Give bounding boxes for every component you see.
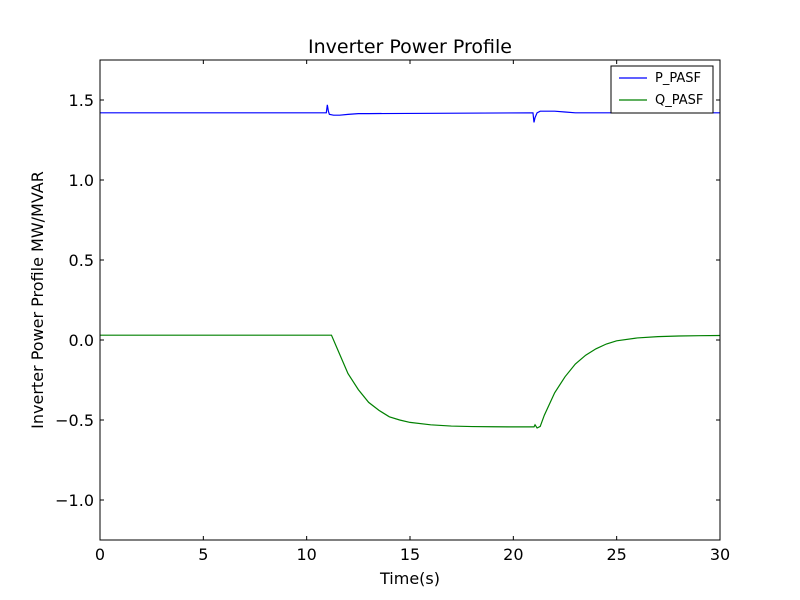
x-tick-label: 25 [606, 545, 626, 564]
y-tick-label: 0.5 [69, 251, 94, 270]
plot-lines [100, 104, 721, 429]
y-tick-label: −0.5 [55, 411, 94, 430]
legend-box [610, 65, 714, 114]
legend-label-p-pasf: P_PASF [655, 71, 701, 86]
x-axis-title: Time(s) [379, 569, 440, 588]
x-tick-label: 15 [400, 545, 420, 564]
legend: P_PASF Q_PASF [610, 65, 714, 114]
y-tick-label: 1.5 [69, 91, 94, 110]
y-axis-title: Inverter Power Profile MW/MVAR [28, 171, 47, 429]
x-axis-ticks: 0 5 10 15 20 25 30 [95, 60, 730, 564]
x-tick-label: 5 [198, 545, 208, 564]
legend-label-q-pasf: Q_PASF [655, 93, 703, 108]
x-tick-label: 0 [95, 545, 105, 564]
y-tick-label: 1.0 [69, 171, 94, 190]
y-tick-label: 0.0 [69, 331, 94, 350]
x-tick-label: 30 [710, 545, 730, 564]
series-line-p-pasf [100, 104, 720, 123]
y-tick-label: −1.0 [55, 491, 94, 510]
y-axis-ticks: −1.0 −0.5 0.0 0.5 1.0 1.5 [55, 91, 720, 510]
x-tick-label: 10 [296, 545, 316, 564]
x-tick-label: 20 [503, 545, 523, 564]
series-line-q-pasf [100, 334, 721, 429]
chart-title: Inverter Power Profile [308, 36, 512, 58]
